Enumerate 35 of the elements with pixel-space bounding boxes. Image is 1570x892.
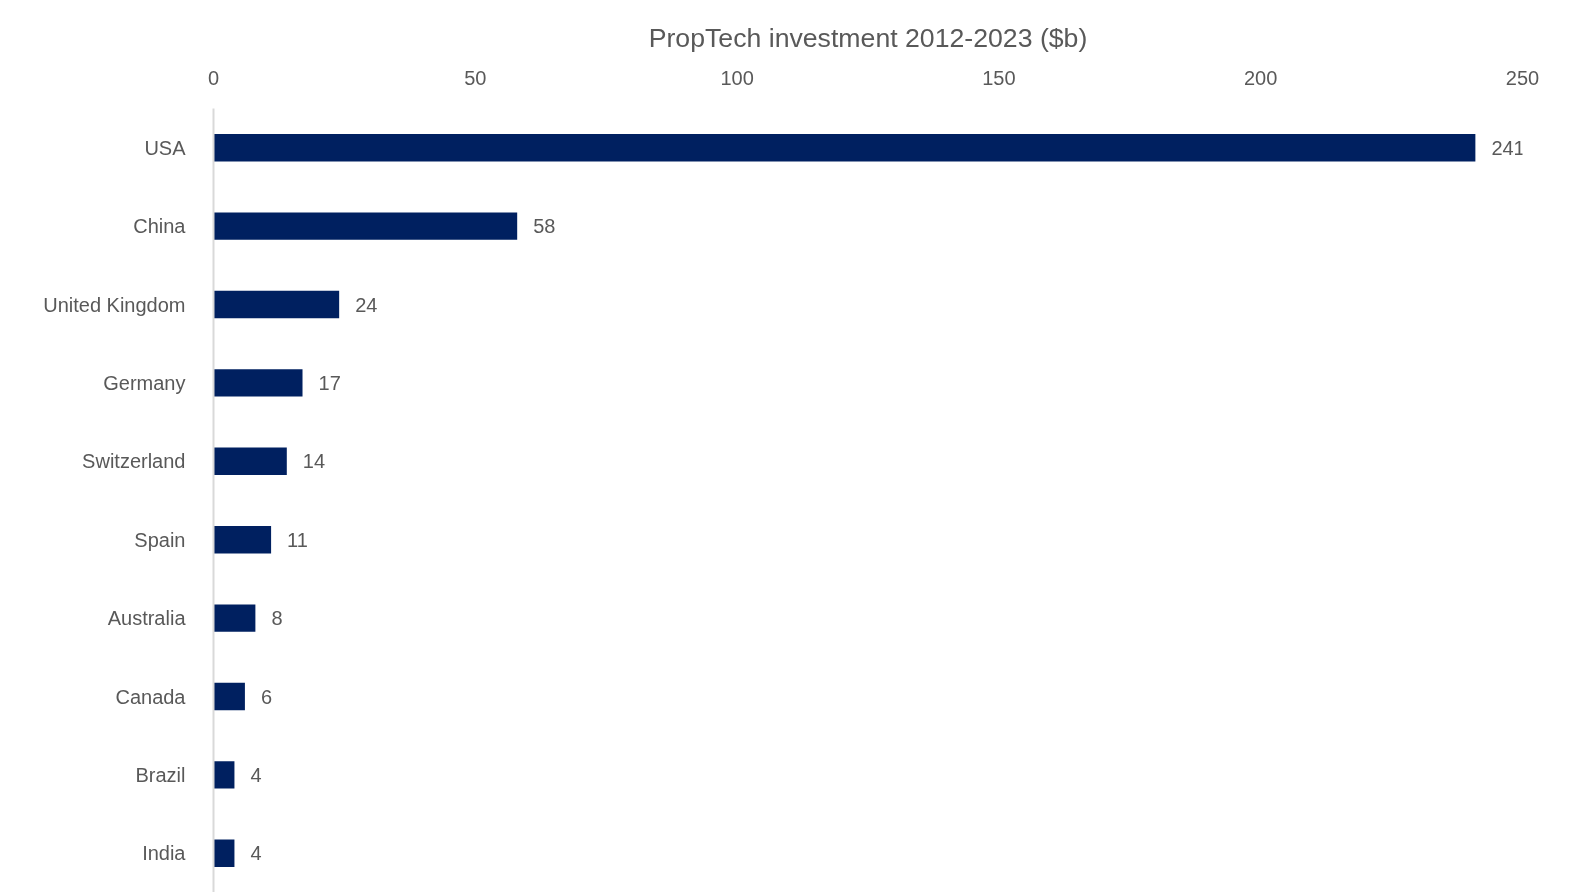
y-tick-label: Germany xyxy=(103,371,186,394)
y-tick-label: India xyxy=(142,842,187,865)
chart-title: PropTech investment 2012-2023 ($b) xyxy=(648,22,1088,53)
x-tick-label: 0 xyxy=(207,66,220,89)
data-label: 4 xyxy=(250,763,262,786)
x-tick-label: 50 xyxy=(464,66,487,89)
y-tick-label: United Kingdom xyxy=(43,293,186,316)
x-tick-label: 250 xyxy=(1505,66,1540,89)
x-tick-label: 100 xyxy=(720,66,754,89)
data-label: 8 xyxy=(271,607,283,630)
y-tick-label: Australia xyxy=(107,607,187,630)
data-label: 24 xyxy=(355,293,378,316)
bar xyxy=(213,604,256,632)
data-label: 17 xyxy=(318,371,341,394)
x-tick-label: 200 xyxy=(1244,66,1278,89)
y-tick-label: Spain xyxy=(134,528,186,551)
bar xyxy=(213,447,287,476)
y-tick-label: China xyxy=(133,215,187,238)
bar xyxy=(213,525,272,554)
data-label: 58 xyxy=(533,215,556,238)
data-label: 14 xyxy=(302,450,326,473)
y-tick-label: Canada xyxy=(115,685,187,708)
data-label: 4 xyxy=(250,842,262,865)
bar xyxy=(213,682,245,711)
data-label: 6 xyxy=(260,685,273,708)
data-label: 11 xyxy=(287,528,308,551)
bar xyxy=(213,761,235,789)
bar xyxy=(213,212,518,240)
y-tick-label: Brazil xyxy=(135,763,186,786)
bar xyxy=(213,369,303,397)
y-tick-label: Switzerland xyxy=(82,450,186,473)
bar xyxy=(213,290,340,319)
x-tick-label: 150 xyxy=(982,66,1016,89)
y-tick-label: USA xyxy=(144,136,187,159)
bar xyxy=(213,133,1476,162)
